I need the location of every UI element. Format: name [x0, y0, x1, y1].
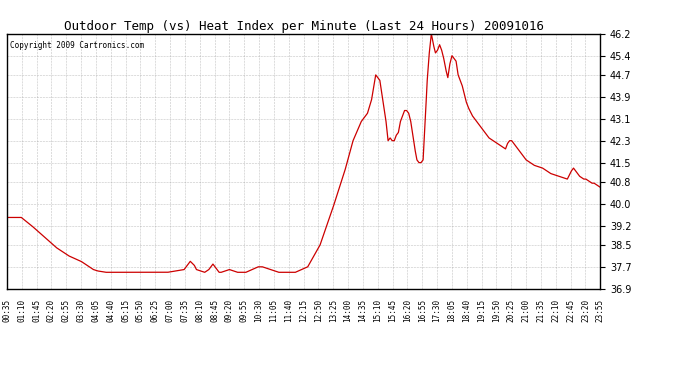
Text: Copyright 2009 Cartronics.com: Copyright 2009 Cartronics.com [10, 41, 144, 50]
Title: Outdoor Temp (vs) Heat Index per Minute (Last 24 Hours) 20091016: Outdoor Temp (vs) Heat Index per Minute … [63, 20, 544, 33]
